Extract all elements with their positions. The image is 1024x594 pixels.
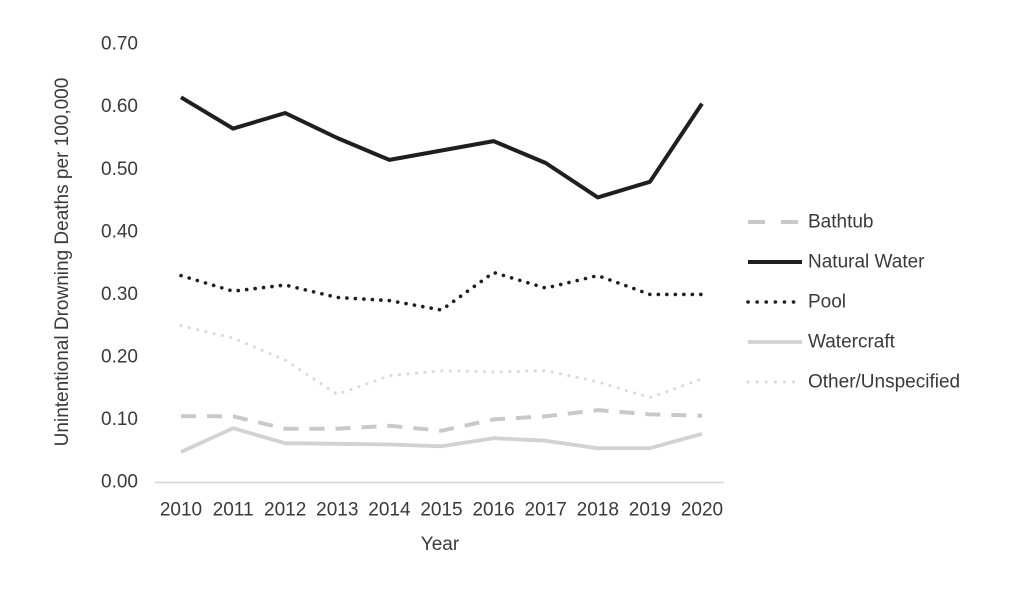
y-axis-title: Unintentional Drowning Deaths per 100,00… bbox=[52, 78, 73, 447]
series-line-other-unspecified bbox=[179, 324, 704, 400]
x-tick-label: 2019 bbox=[629, 500, 671, 521]
x-axis-tick-labels: 2010 2011 2012 2013 2014 2015 2016 2017 2018 2019… bbox=[160, 500, 723, 521]
legend-label-bathtub: Bathtub bbox=[808, 212, 874, 233]
series-line-natural-water bbox=[179, 95, 704, 200]
x-tick-label: 2020 bbox=[681, 500, 723, 521]
legend: Bathtub Natural Water Pool Watercraft Other/… bbox=[746, 212, 960, 393]
series-lines bbox=[179, 95, 704, 454]
series-line-pool bbox=[179, 270, 704, 312]
x-tick-label: 2014 bbox=[368, 500, 411, 521]
y-tick-label: 0.70 bbox=[101, 34, 138, 55]
y-tick-label: 0.30 bbox=[101, 284, 138, 305]
y-tick-label: 0.40 bbox=[101, 221, 138, 242]
y-tick-label: 0.60 bbox=[101, 96, 138, 117]
x-tick-label: 2011 bbox=[213, 500, 254, 521]
x-tick-label: 2016 bbox=[472, 500, 514, 521]
x-tick-label: 2018 bbox=[577, 500, 619, 521]
x-axis-title: Year bbox=[421, 534, 460, 555]
series-line-watercraft bbox=[180, 426, 703, 454]
y-tick-label: 0.20 bbox=[101, 346, 138, 367]
y-tick-label: 0.50 bbox=[101, 159, 138, 180]
legend-label-natural-water: Natural Water bbox=[808, 252, 925, 273]
y-axis-tick-labels: 0.00 0.10 0.20 0.30 0.40 0.50 0.60 0.70 bbox=[101, 34, 138, 493]
x-tick-label: 2010 bbox=[160, 500, 202, 521]
legend-label-watercraft: Watercraft bbox=[808, 332, 896, 353]
y-tick-label: 0.10 bbox=[101, 409, 138, 430]
x-tick-label: 2013 bbox=[316, 500, 358, 521]
x-tick-label: 2015 bbox=[420, 500, 462, 521]
legend-label-pool: Pool bbox=[808, 292, 846, 313]
y-tick-label: 0.00 bbox=[101, 472, 138, 493]
legend-label-other-unspecified: Other/Unspecified bbox=[808, 372, 960, 393]
x-tick-label: 2017 bbox=[525, 500, 567, 521]
series-line-bathtub bbox=[181, 408, 703, 433]
x-tick-label: 2012 bbox=[264, 500, 306, 521]
